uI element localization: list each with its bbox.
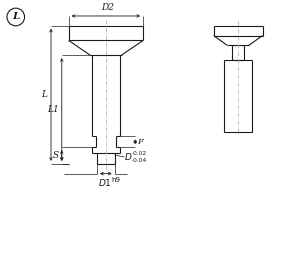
Text: D2: D2 (101, 3, 114, 12)
Text: -0.02: -0.02 (131, 150, 147, 156)
Text: -0.04: -0.04 (131, 158, 147, 163)
Text: L: L (12, 12, 19, 21)
Text: L1: L1 (47, 105, 59, 114)
Text: L: L (41, 90, 47, 99)
Text: h9: h9 (111, 177, 120, 183)
Text: $D$: $D$ (125, 151, 133, 163)
Text: F: F (137, 138, 143, 146)
Text: S: S (53, 151, 59, 160)
Text: $D1$: $D1$ (98, 177, 112, 188)
